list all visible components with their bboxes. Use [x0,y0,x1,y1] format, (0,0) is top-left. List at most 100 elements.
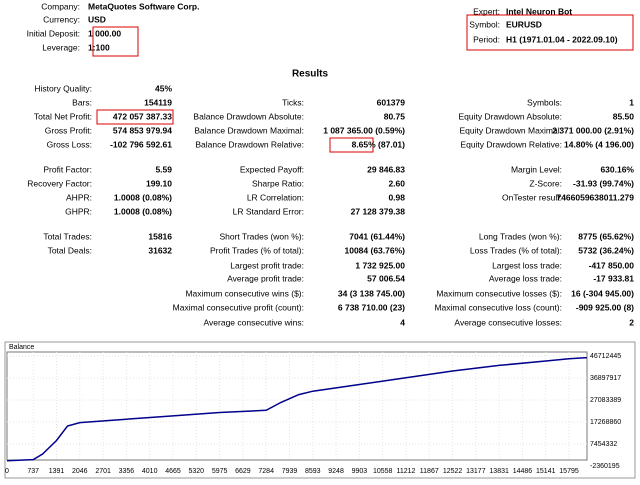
highlight-box [92,26,139,57]
x-tick-label: 15141 [536,468,556,475]
x-tick-label: 5975 [212,468,228,475]
stat-value: 8.65% (87.01) [352,139,406,149]
field-value: Intel Neuron Bot [506,6,572,16]
stat-value: 6 738 710.00 (23) [338,302,405,312]
stat-label: Balance Drawdown Absolute: [193,111,304,121]
stat-label: AHPR: [66,192,92,202]
stat-value: 57 006.54 [367,273,405,283]
y-tick-label: 7454332 [590,441,617,448]
stat-value: 7041 (61.44%) [349,231,405,241]
stat-value: 2.60 [388,178,405,188]
stat-value: 8775 (65.62%) [578,231,634,241]
stat-value: 85.50 [613,111,635,121]
x-tick-label: 14486 [513,468,533,475]
stat-label: Expected Payoff: [240,164,304,174]
y-tick-label: 27083389 [590,397,621,404]
stat-label: Equity Drawdown Maximal: [459,125,562,135]
stat-label: Average consecutive wins: [204,317,304,327]
x-tick-label: 8593 [305,468,321,475]
stat-label: Maximum consecutive losses ($): [436,288,562,298]
chart-title: Balance [9,344,34,351]
plot-area [6,351,588,461]
results-title: Results [292,69,329,80]
stat-label: Balance Drawdown Relative: [195,139,304,149]
x-tick-label: 737 [27,468,39,475]
stat-value: -17 933.81 [593,273,634,283]
x-tick-label: 10558 [373,468,393,475]
stat-value: -31.93 (99.74%) [573,178,634,188]
highlight-box [329,137,374,153]
stat-value: 1.0008 (0.08%) [114,206,172,216]
stat-label: Bars: [72,97,92,107]
stat-value: 1 [629,97,634,107]
x-tick-label: 6629 [235,468,251,475]
stat-label: Profit Factor: [43,164,92,174]
stat-label: Long Trades (won %): [479,231,562,241]
stat-label: LR Standard Error: [233,206,304,216]
y-tick-label: -2360195 [590,463,620,470]
stat-value: 14.80% (4 196.00) [564,139,634,149]
x-tick-label: 13831 [489,468,509,475]
x-tick-label: 2701 [95,468,111,475]
stat-label: Balance Drawdown Maximal: [194,125,304,135]
x-tick-label: 4010 [142,468,158,475]
stat-label: Maximal consecutive profit (count): [173,302,304,312]
stat-label: Total Trades: [43,231,92,241]
field-label: Initial Deposit: [27,28,80,38]
stat-label: OnTester result: [502,192,562,202]
stat-value: 574 853 979.94 [113,125,172,135]
stat-value: 80.75 [384,111,406,121]
stat-label: Z-Score: [529,178,562,188]
field-label: Symbol: [469,19,500,29]
x-tick-label: 12522 [443,468,463,475]
field-value: EURUSD [506,19,542,29]
stat-value: 10084 (63.76%) [345,245,406,255]
x-tick-label: 9903 [352,468,368,475]
stat-label: Ticks: [282,97,304,107]
stat-value: 1 732 925.00 [355,260,405,270]
stat-label: History Quality: [34,83,92,93]
stat-value: 5732 (36.24%) [578,245,634,255]
field-label: Expert: [473,6,500,16]
balance-line [6,356,588,462]
stat-label: Average profit trade: [227,273,304,283]
y-tick-label: 17268860 [590,419,621,426]
field-label: Leverage: [42,42,80,52]
field-value: 1:100 [88,42,110,52]
stat-value: 1.0008 (0.08%) [114,192,172,202]
highlight-box [96,109,174,125]
x-tick-label: 7284 [258,468,274,475]
stat-label: Short Trades (won %): [219,231,304,241]
stat-value: 472 057 387.33 [113,111,172,121]
stat-value: 7466059638011.279 [556,192,634,202]
stat-value: -417 850.00 [589,260,635,270]
x-tick-label: 11212 [396,468,415,475]
field-label: Company: [41,1,80,11]
stat-value: 2 371 000.00 (2.91%) [552,125,634,135]
field-value: 1 000.00 [88,28,121,38]
stat-label: Average consecutive losses: [454,317,562,327]
stat-value: 31632 [148,245,172,255]
stat-value: 0.98 [388,192,405,202]
x-tick-label: 5320 [189,468,205,475]
x-tick-label: 3356 [119,468,135,475]
stat-label: Largest loss trade: [492,260,562,270]
stat-value: -909 925.00 (8) [576,302,634,312]
stat-value: 16 (-304 945.00) [571,288,634,298]
highlight-box [466,14,634,51]
x-tick-label: 1391 [49,468,65,475]
stat-label: Gross Profit: [45,125,92,135]
stat-label: Maximal consecutive loss (count): [434,302,562,312]
y-tick-label: 36897917 [590,375,621,382]
stat-value: -102 796 592.61 [110,139,172,149]
stat-value: 601379 [377,97,406,107]
field-value: MetaQuotes Software Corp. [88,1,199,11]
stat-value: 5.59 [155,164,172,174]
x-tick-label: 0 [5,468,9,475]
x-tick-label: 11867 [420,468,439,475]
field-value: H1 (1971.01.04 - 2022.09.10) [506,34,618,44]
stat-value: 34 (3 138 745.00) [338,288,405,298]
stat-label: Profit Trades (% of total): [210,245,304,255]
